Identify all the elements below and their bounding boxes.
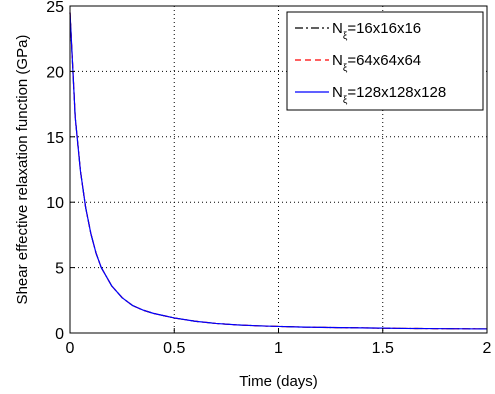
y-tick-label: 10	[46, 195, 64, 212]
y-tick-label: 15	[46, 130, 64, 147]
legend-label: Nξ=64x64x64	[332, 52, 421, 74]
y-axis-label: Shear effective relaxation function (GPa…	[14, 35, 31, 305]
x-tick-label: 1	[274, 340, 283, 357]
y-tick-label: 25	[46, 0, 64, 16]
series-lines	[69, 12, 488, 330]
legend-box	[286, 11, 484, 111]
y-tick-label: 0	[55, 326, 64, 343]
legend-label: Nξ=128x128x128	[332, 84, 446, 106]
legend: Nξ=16x16x16 Nξ=64x64x64 Nξ=128x128x128	[286, 11, 484, 111]
y-tick-label: 20	[46, 64, 64, 81]
series-line-2	[69, 12, 488, 330]
x-tick-label: 1.5	[372, 340, 394, 357]
x-tick-label: 0.5	[163, 340, 185, 357]
x-tick-label: 2	[483, 340, 492, 357]
y-tick-label: 5	[55, 261, 64, 278]
x-axis-label: Time (days)	[239, 373, 318, 390]
x-tick-label: 0	[66, 340, 75, 357]
legend-label: Nξ=16x16x16	[332, 20, 421, 42]
